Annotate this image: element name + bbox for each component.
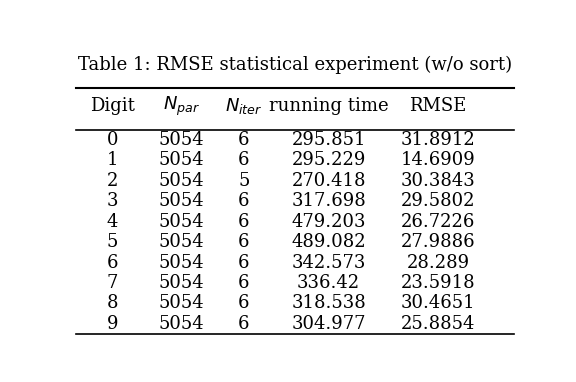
Text: 6: 6 (107, 254, 118, 272)
Text: 31.8912: 31.8912 (401, 131, 475, 149)
Text: 5054: 5054 (158, 274, 204, 292)
Text: 6: 6 (238, 315, 249, 333)
Text: 3: 3 (107, 192, 118, 210)
Text: 25.8854: 25.8854 (401, 315, 475, 333)
Text: 295.851: 295.851 (291, 131, 366, 149)
Text: 479.203: 479.203 (291, 213, 366, 231)
Text: 5054: 5054 (158, 192, 204, 210)
Text: 30.3843: 30.3843 (401, 172, 475, 190)
Text: 6: 6 (238, 192, 249, 210)
Text: Table 1: RMSE statistical experiment (w/o sort): Table 1: RMSE statistical experiment (w/… (78, 56, 512, 74)
Text: 6: 6 (238, 131, 249, 149)
Text: 5054: 5054 (158, 213, 204, 231)
Text: 304.977: 304.977 (291, 315, 366, 333)
Text: 6: 6 (238, 233, 249, 251)
Text: 5: 5 (238, 172, 249, 190)
Text: 26.7226: 26.7226 (401, 213, 475, 231)
Text: 6: 6 (238, 274, 249, 292)
Text: 5054: 5054 (158, 295, 204, 312)
Text: 5054: 5054 (158, 254, 204, 272)
Text: 5054: 5054 (158, 233, 204, 251)
Text: 29.5802: 29.5802 (401, 192, 475, 210)
Text: 8: 8 (107, 295, 118, 312)
Text: 295.229: 295.229 (291, 151, 366, 169)
Text: 30.4651: 30.4651 (401, 295, 475, 312)
Text: 5054: 5054 (158, 151, 204, 169)
Text: 5054: 5054 (158, 131, 204, 149)
Text: 318.538: 318.538 (291, 295, 366, 312)
Text: RMSE: RMSE (410, 97, 467, 115)
Text: 6: 6 (238, 254, 249, 272)
Text: 6: 6 (238, 295, 249, 312)
Text: 1: 1 (107, 151, 118, 169)
Text: 317.698: 317.698 (291, 192, 366, 210)
Text: 27.9886: 27.9886 (401, 233, 475, 251)
Text: $N_{par}$: $N_{par}$ (163, 94, 200, 118)
Text: 489.082: 489.082 (291, 233, 366, 251)
Text: 0: 0 (107, 131, 118, 149)
Text: $N_{iter}$: $N_{iter}$ (225, 96, 263, 116)
Text: 7: 7 (107, 274, 118, 292)
Text: 5054: 5054 (158, 315, 204, 333)
Text: 2: 2 (107, 172, 118, 190)
Text: 5054: 5054 (158, 172, 204, 190)
Text: 6: 6 (238, 151, 249, 169)
Text: 5: 5 (107, 233, 118, 251)
Text: 28.289: 28.289 (407, 254, 469, 272)
Text: 336.42: 336.42 (297, 274, 360, 292)
Text: running time: running time (269, 97, 388, 115)
Text: 270.418: 270.418 (291, 172, 366, 190)
Text: 14.6909: 14.6909 (401, 151, 475, 169)
Text: 23.5918: 23.5918 (401, 274, 475, 292)
Text: 342.573: 342.573 (291, 254, 366, 272)
Text: Digit: Digit (90, 97, 135, 115)
Text: 4: 4 (107, 213, 118, 231)
Text: 9: 9 (107, 315, 118, 333)
Text: 6: 6 (238, 213, 249, 231)
